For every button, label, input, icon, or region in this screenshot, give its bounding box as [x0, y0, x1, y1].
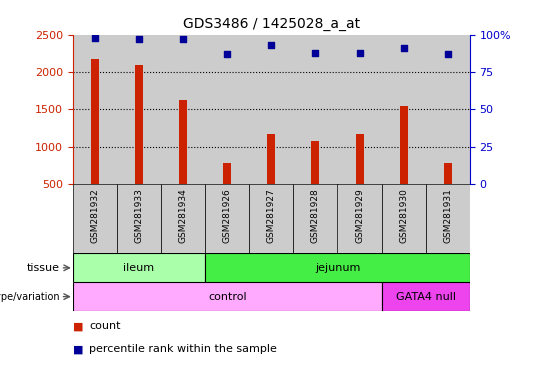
Bar — [382, 184, 426, 253]
Text: GSM281928: GSM281928 — [311, 188, 320, 243]
Bar — [161, 184, 205, 253]
Bar — [205, 35, 249, 184]
Text: GSM281934: GSM281934 — [179, 188, 188, 243]
Text: GATA4 null: GATA4 null — [396, 291, 456, 302]
Bar — [73, 184, 117, 253]
Text: GSM281932: GSM281932 — [91, 188, 99, 243]
Bar — [338, 35, 382, 184]
Bar — [223, 163, 231, 184]
Point — [179, 36, 187, 42]
Bar — [135, 65, 143, 184]
Point — [223, 51, 232, 57]
Text: ■: ■ — [73, 321, 83, 331]
Text: ileum: ileum — [124, 263, 154, 273]
Bar — [73, 35, 117, 184]
Bar — [73, 253, 205, 282]
Bar — [73, 282, 382, 311]
Text: GSM281929: GSM281929 — [355, 188, 364, 243]
Bar — [382, 282, 470, 311]
Point — [91, 35, 99, 41]
Text: GSM281930: GSM281930 — [399, 188, 408, 243]
Bar — [293, 35, 338, 184]
Bar — [161, 35, 205, 184]
Point — [399, 45, 408, 51]
Bar — [426, 35, 470, 184]
Point — [135, 36, 144, 42]
Text: GSM281926: GSM281926 — [223, 188, 232, 243]
Bar — [205, 184, 249, 253]
Text: control: control — [208, 291, 247, 302]
Bar — [293, 184, 338, 253]
Text: GSM281931: GSM281931 — [443, 188, 452, 243]
Bar — [249, 184, 293, 253]
Bar — [400, 106, 408, 184]
Text: jejunum: jejunum — [315, 263, 360, 273]
Point — [355, 50, 364, 56]
Text: ■: ■ — [73, 344, 83, 354]
Text: tissue: tissue — [26, 263, 60, 273]
Bar — [312, 141, 320, 184]
Bar — [205, 253, 470, 282]
Bar — [117, 35, 161, 184]
Text: genotype/variation: genotype/variation — [0, 291, 60, 302]
Bar — [444, 163, 452, 184]
Bar — [249, 35, 293, 184]
Point — [267, 42, 275, 48]
Bar — [426, 184, 470, 253]
Bar — [179, 101, 187, 184]
Text: GSM281933: GSM281933 — [134, 188, 144, 243]
Bar — [267, 134, 275, 184]
Text: percentile rank within the sample: percentile rank within the sample — [89, 344, 277, 354]
Text: GSM281927: GSM281927 — [267, 188, 276, 243]
Point — [443, 51, 452, 57]
Bar — [91, 59, 99, 184]
Point — [311, 50, 320, 56]
Bar — [382, 35, 426, 184]
Bar — [117, 184, 161, 253]
Text: count: count — [89, 321, 120, 331]
Bar — [355, 134, 363, 184]
Bar — [338, 184, 382, 253]
Title: GDS3486 / 1425028_a_at: GDS3486 / 1425028_a_at — [183, 17, 360, 31]
